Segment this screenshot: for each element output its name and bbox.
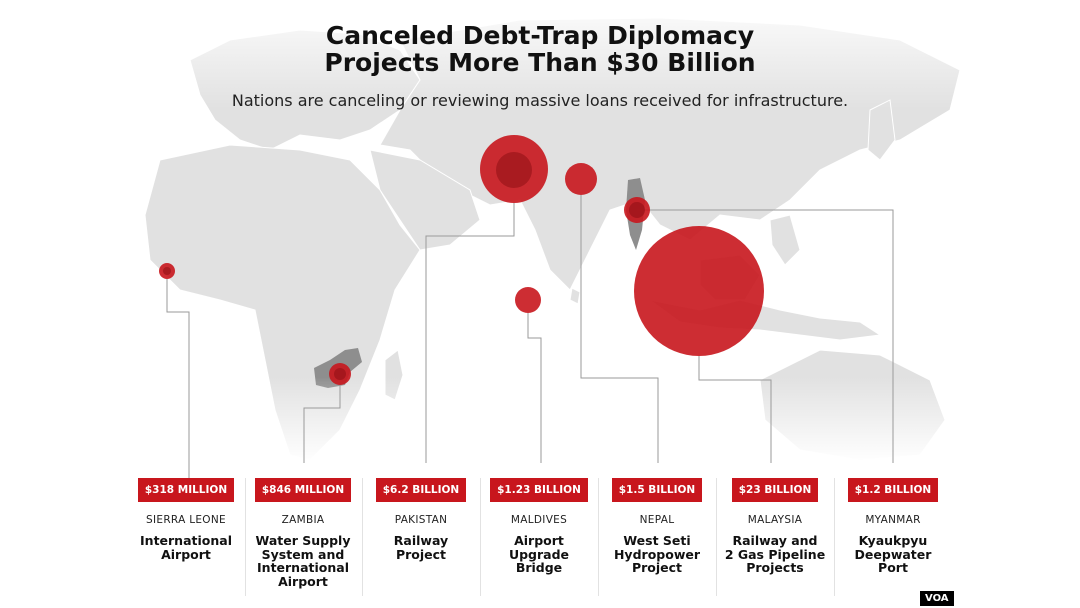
project-column-zambia: $846 MILLION ZAMBIA Water Supply System and… [244,478,362,588]
country-highlight-mark [163,267,171,275]
project-name: Airport Upgrade Bridge [508,533,570,575]
amount-badge: $6.2 BILLION [375,478,467,502]
country-label: MYANMAR [865,514,921,526]
project-column-sierra-leone: $318 MILLION SIERRA LEONE International Air… [127,478,245,561]
column-divider [834,478,835,596]
country-highlight-mark [334,368,346,380]
bubble-malaysia [634,226,764,356]
title-line-1: Canceled Debt-Trap Diplomacy [325,21,755,50]
amount-badge: $1.2 BILLION [847,478,939,502]
country-label: NEPAL [639,514,675,526]
title-line-2: Projects More Than $30 Billion [324,48,756,77]
amount-badge: $318 MILLION [137,478,235,502]
leader-line-maldives [527,313,542,463]
leader-line-sierra-leone [166,279,190,478]
leader-line-myanmar [637,209,894,463]
bubble-nepal [565,163,597,195]
amount-badge: $1.5 BILLION [611,478,703,502]
country-label: MALAYSIA [747,514,803,526]
project-name: Railway Project [393,533,449,562]
amount-badge: $846 MILLION [254,478,352,502]
country-highlight-mark [496,152,532,188]
bubble-maldives [515,287,541,313]
column-divider [245,478,246,596]
amount-badge: $1.23 BILLION [490,478,588,502]
project-name: Railway and 2 Gas Pipeline Projects [724,533,826,575]
column-divider [598,478,599,596]
leader-line-malaysia [698,356,772,463]
project-name: International Airport [140,533,232,562]
leader-line-pakistan [425,203,515,463]
project-column-myanmar: $1.2 BILLION MYANMAR Kyaukpyu Deepwater Port [834,478,952,575]
project-column-malaysia: $23 BILLION MALAYSIA Railway and 2 Gas Pipe… [716,478,834,575]
project-name: Kyaukpyu Deepwater Port [854,533,932,575]
column-divider [480,478,481,596]
project-name: West Seti Hydropower Project [613,533,701,575]
country-label: ZAMBIA [281,514,325,526]
project-column-nepal: $1.5 BILLION NEPAL West Seti Hydropower Proj… [598,478,716,575]
leader-line-zambia [303,384,341,463]
project-column-maldives: $1.23 BILLION MALDIVES Airport Upgrade Bridg… [480,478,598,575]
country-label: PAKISTAN [394,514,448,526]
project-name: Water Supply System and International Airpo… [255,533,351,589]
amount-badge: $23 BILLION [731,478,819,502]
country-highlight-mark [629,202,645,218]
project-column-pakistan: $6.2 BILLION PAKISTAN Railway Project [362,478,480,561]
column-divider [716,478,717,596]
leader-line-nepal [580,195,659,463]
country-label: SIERRA LEONE [146,514,226,526]
column-divider [362,478,363,596]
voa-logo: VOA [920,591,954,606]
country-label: MALDIVES [510,514,568,526]
subtitle: Nations are canceling or reviewing massi… [231,91,849,110]
